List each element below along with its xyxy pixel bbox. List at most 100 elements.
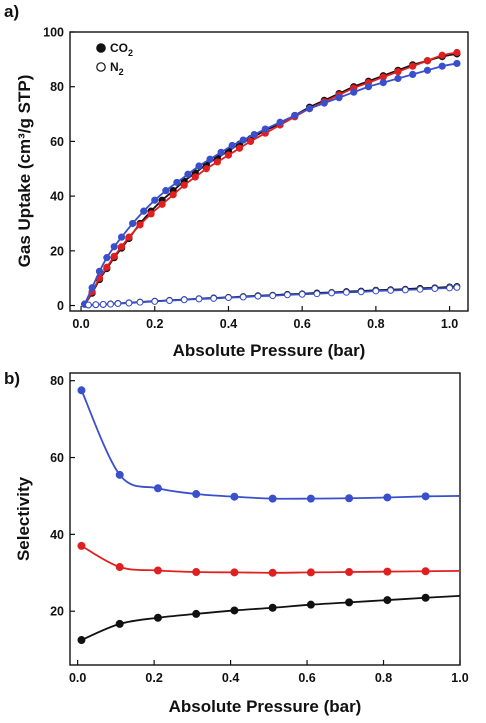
panel-a-n2-blue-open-point (125, 299, 133, 307)
legend-n2-marker (96, 62, 106, 72)
panel-b-blue-curve (80, 389, 461, 500)
panel-a-co2-red-point (438, 51, 446, 59)
panel-a-co2-red-point (191, 173, 199, 181)
panel-a-n2-blue-open-point (401, 286, 409, 294)
panel-a-n2-blue-open-point (254, 292, 262, 300)
legend-co2-sub: 2 (128, 48, 133, 58)
panel-b-y-tick-label: 40 (50, 528, 64, 542)
panel-a-x-tick-label: 0.6 (293, 317, 310, 331)
panel-a-co2-red-point (423, 57, 432, 65)
panel-a-co2-red-point (224, 151, 233, 159)
panel-a-co2-blue-point (184, 170, 192, 178)
panel-b-ticks: 0.0 0.2 0.4 0.6 0.8 1.0 20 40 60 80 (50, 374, 469, 685)
panel-a-co2-blue-point (88, 284, 96, 292)
panel-b-x-tick-label: 0.8 (375, 671, 392, 685)
panel-b-black-point (421, 593, 430, 602)
panel-a-co2-blue-point (453, 59, 461, 68)
panel-b-blue-point (421, 492, 430, 501)
panel-a-n2-blue-open-point (99, 301, 107, 308)
legend-co2-label: CO2 (110, 41, 133, 58)
panel-a-n2-blue-open-point (328, 289, 336, 297)
panel-a-co2-red-point (453, 48, 461, 57)
panel-b-x-tick-label: 0.6 (298, 671, 315, 685)
panel-a-y-tick-label: 80 (50, 80, 64, 94)
panel-b-black-point (192, 609, 201, 618)
panel-b-blue-point (153, 484, 162, 493)
panel-a-co2-blue-point (129, 219, 137, 228)
panel-a-n2-blue-open-point (453, 284, 461, 291)
panel-b-black-point (306, 600, 315, 609)
panel-a-n2-blue-open-point (107, 300, 114, 308)
panel-b-series (77, 386, 461, 645)
panel-a-co2-red-point (103, 263, 111, 271)
panel-a-co2-blue-point (173, 178, 181, 187)
panel-a-n2-blue-open-point (431, 285, 439, 292)
panel-b-blue-point (230, 492, 239, 501)
panel-a-co2-red-point (213, 158, 222, 166)
panel-a-n2-blue-open-point (298, 290, 306, 298)
panel-b-selectivity-chart: b) 0.0 0.2 0.4 0.6 0.8 1.0 20 40 60 80 Absolute P… (4, 369, 469, 716)
panel-b-x-tick-label: 0.0 (69, 671, 86, 685)
panel-a-n2-blue-open-point (85, 301, 92, 309)
panel-a-n2-blue-open-point (284, 291, 291, 299)
panel-a-y-tick-label: 20 (50, 244, 64, 258)
panel-a-co2-blue-point (261, 125, 269, 133)
panel-a-y-axis-title: Gas Uptake (cm³/g STP) (15, 75, 34, 268)
legend-n2-base: N (110, 60, 119, 74)
panel-b-blue-point (192, 490, 201, 499)
panel-b-red-point (345, 568, 354, 577)
panel-a-n2-blue-open-point (166, 297, 173, 305)
panel-a-co2-blue-point (335, 94, 343, 102)
panel-b-x-tick-label: 1.0 (451, 671, 468, 685)
panel-b-x-tick-label: 0.2 (145, 671, 162, 685)
panel-b-black-point (230, 606, 239, 615)
panel-a-series (81, 48, 461, 309)
panel-a-co2-red-point (136, 221, 144, 229)
panel-a-y-tick-label: 60 (50, 135, 64, 149)
panel-b-red-curve (81, 545, 461, 574)
panel-b-label: b) (4, 369, 20, 388)
panel-b-blue-point (345, 494, 354, 503)
panel-a-co2-red-point (246, 137, 255, 146)
panel-a-n2-blue-open-point (210, 295, 218, 302)
legend-n2-sub: 2 (119, 67, 124, 77)
panel-a-co2-red-point (169, 191, 177, 199)
panel-a-n2-blue-open-point (416, 285, 424, 293)
panel-a-uptake-chart: a) 0.0 0.2 0.4 0.6 0.8 1.0 0 20 40 60 80 100 Absolu… (4, 2, 469, 360)
panel-a-co2-red-point (147, 210, 155, 218)
panel-a-n2-blue-open-point (114, 300, 122, 308)
panel-a-n2-blue-open-point (446, 284, 453, 292)
panel-a-co2-blue-point (276, 118, 284, 126)
legend-co2-marker (96, 43, 106, 53)
panel-a-co2-blue-point (379, 79, 387, 87)
panel-a-label: a) (4, 2, 19, 21)
panel-a-co2-blue-point (409, 70, 417, 79)
panel-a-co2-red-point (125, 233, 133, 241)
panel-b-black-curve (81, 594, 461, 641)
panel-b-y-tick-label: 60 (50, 451, 64, 465)
panel-b-blue-point (268, 494, 277, 503)
panel-a-co2-blue-line (83, 62, 458, 305)
panel-a-co2-red-point (202, 165, 210, 173)
panel-a-n2-blue-open-point (387, 287, 395, 294)
panel-b-black-point (268, 603, 277, 612)
panel-a-n2-blue-open-point (342, 289, 350, 296)
legend: CO2 N2 (96, 41, 133, 77)
panel-a-co2-blue-point (423, 66, 432, 74)
panel-a-co2-red-point (158, 200, 166, 208)
panel-a-plot-frame (69, 31, 469, 312)
panel-a-n2-blue-open-point (136, 298, 144, 306)
panel-a-y-tick-label: 0 (57, 299, 64, 313)
panel-a-y-tick-label: 40 (50, 190, 64, 204)
panel-a-ticks: 0.0 0.2 0.4 0.6 0.8 1.0 0 20 40 60 80 100 (43, 26, 458, 332)
panel-b-y-tick-label: 80 (50, 374, 64, 388)
panel-a-co2-blue-point (305, 104, 314, 113)
panel-a-y-tick-label: 100 (43, 26, 64, 40)
panel-a-x-tick-label: 0.4 (220, 317, 237, 331)
panel-a-co2-red-point (409, 62, 417, 70)
panel-b-red-point (268, 568, 277, 577)
panel-a-co2-blue-point (162, 187, 170, 195)
panel-a-n2-blue-open-point (239, 293, 247, 301)
panel-a-co2-blue-point (217, 148, 225, 156)
